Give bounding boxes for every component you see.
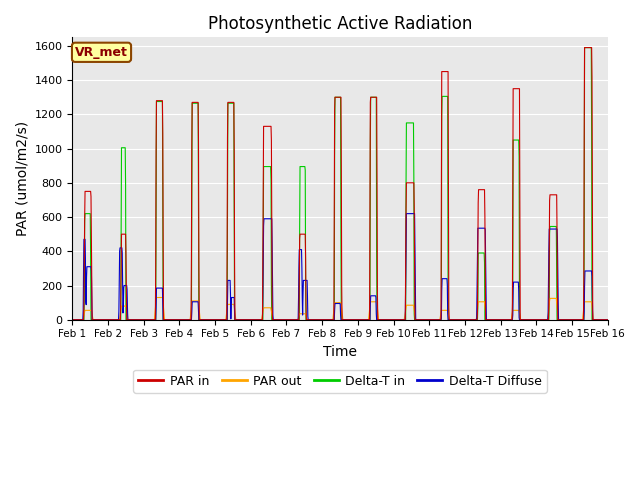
Delta-T in	[540, 317, 548, 323]
Delta-T Diffuse	[68, 317, 76, 323]
Legend: PAR in, PAR out, Delta-T in, Delta-T Diffuse: PAR in, PAR out, Delta-T in, Delta-T Dif…	[134, 370, 547, 393]
Line: PAR out: PAR out	[72, 298, 607, 320]
X-axis label: Time: Time	[323, 345, 357, 359]
Delta-T in	[604, 317, 611, 323]
PAR in	[604, 317, 611, 323]
Title: Photosynthetic Active Radiation: Photosynthetic Active Radiation	[208, 15, 472, 33]
Delta-T Diffuse	[493, 317, 501, 323]
Y-axis label: PAR (umol/m2/s): PAR (umol/m2/s)	[15, 121, 29, 236]
Delta-T in	[493, 317, 500, 323]
PAR in	[540, 317, 548, 323]
Delta-T Diffuse	[604, 317, 611, 323]
Line: Delta-T in: Delta-T in	[72, 48, 607, 320]
PAR out	[248, 317, 255, 323]
PAR out	[175, 317, 182, 323]
PAR in	[493, 317, 500, 323]
Line: PAR in: PAR in	[72, 48, 607, 320]
Delta-T Diffuse	[541, 317, 548, 323]
Delta-T Diffuse	[424, 317, 431, 323]
PAR in	[248, 317, 255, 323]
Delta-T Diffuse	[403, 211, 410, 216]
PAR out	[493, 317, 501, 323]
PAR in	[175, 317, 182, 323]
Delta-T in	[188, 317, 195, 323]
PAR out	[188, 300, 196, 305]
Delta-T in	[423, 317, 431, 323]
Delta-T in	[580, 45, 588, 50]
PAR out	[424, 317, 431, 323]
Delta-T Diffuse	[248, 317, 255, 323]
Line: Delta-T Diffuse: Delta-T Diffuse	[72, 214, 607, 320]
Delta-T in	[175, 317, 182, 323]
Delta-T Diffuse	[175, 317, 182, 323]
PAR out	[68, 317, 76, 323]
PAR in	[580, 45, 588, 50]
Delta-T in	[68, 317, 76, 323]
PAR in	[423, 317, 431, 323]
PAR out	[604, 317, 611, 323]
PAR out	[152, 295, 160, 300]
Delta-T in	[248, 317, 255, 323]
PAR in	[68, 317, 76, 323]
Delta-T Diffuse	[188, 317, 195, 323]
PAR out	[541, 317, 548, 323]
PAR in	[188, 255, 195, 261]
Text: VR_met: VR_met	[75, 46, 128, 59]
